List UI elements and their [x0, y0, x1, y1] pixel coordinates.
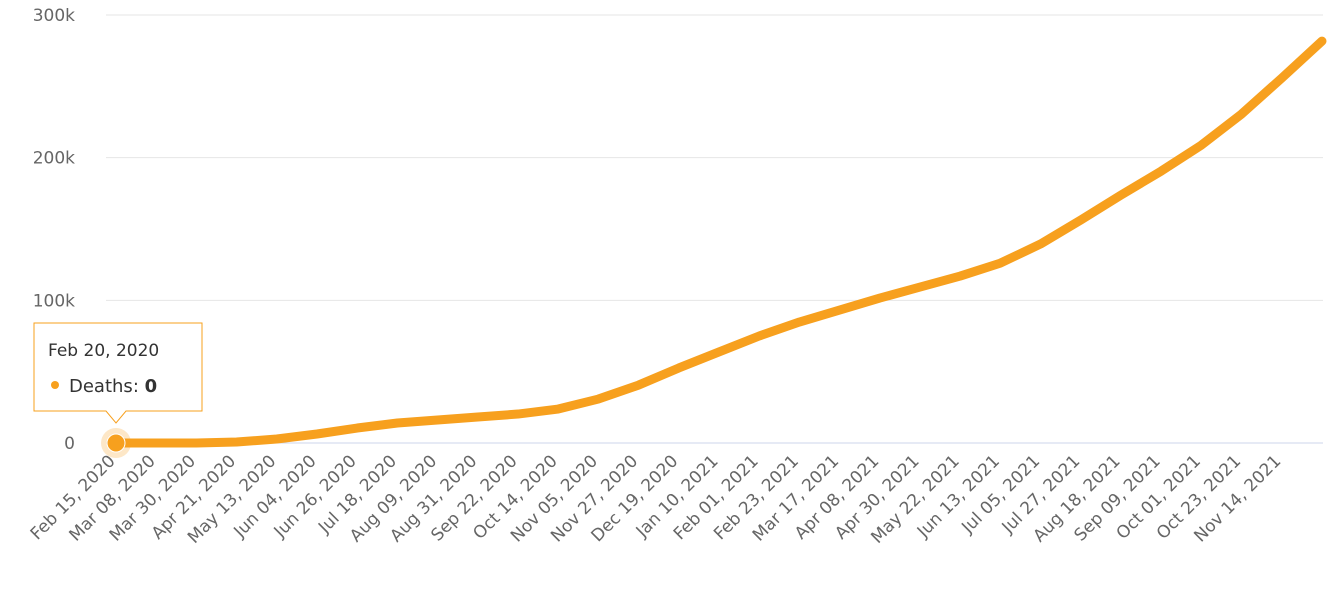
tooltip-marker — [51, 381, 59, 389]
y-tick-label: 0 — [64, 434, 75, 454]
tooltip-value: 0 — [145, 376, 158, 397]
tooltip-label: Deaths: 0 — [69, 376, 157, 397]
y-tick-label: 300k — [33, 6, 75, 26]
tooltip: Feb 20, 2020 Deaths: 0 — [33, 322, 203, 424]
y-tick-label: 100k — [33, 291, 75, 311]
tooltip-colon: : — [133, 376, 145, 397]
data-line — [111, 36, 1327, 448]
hover-point — [106, 433, 126, 453]
tooltip-date: Feb 20, 2020 — [48, 341, 159, 361]
tooltip-box — [33, 322, 203, 424]
y-tick-label: 200k — [33, 149, 75, 169]
tooltip-series: Deaths — [69, 376, 133, 397]
